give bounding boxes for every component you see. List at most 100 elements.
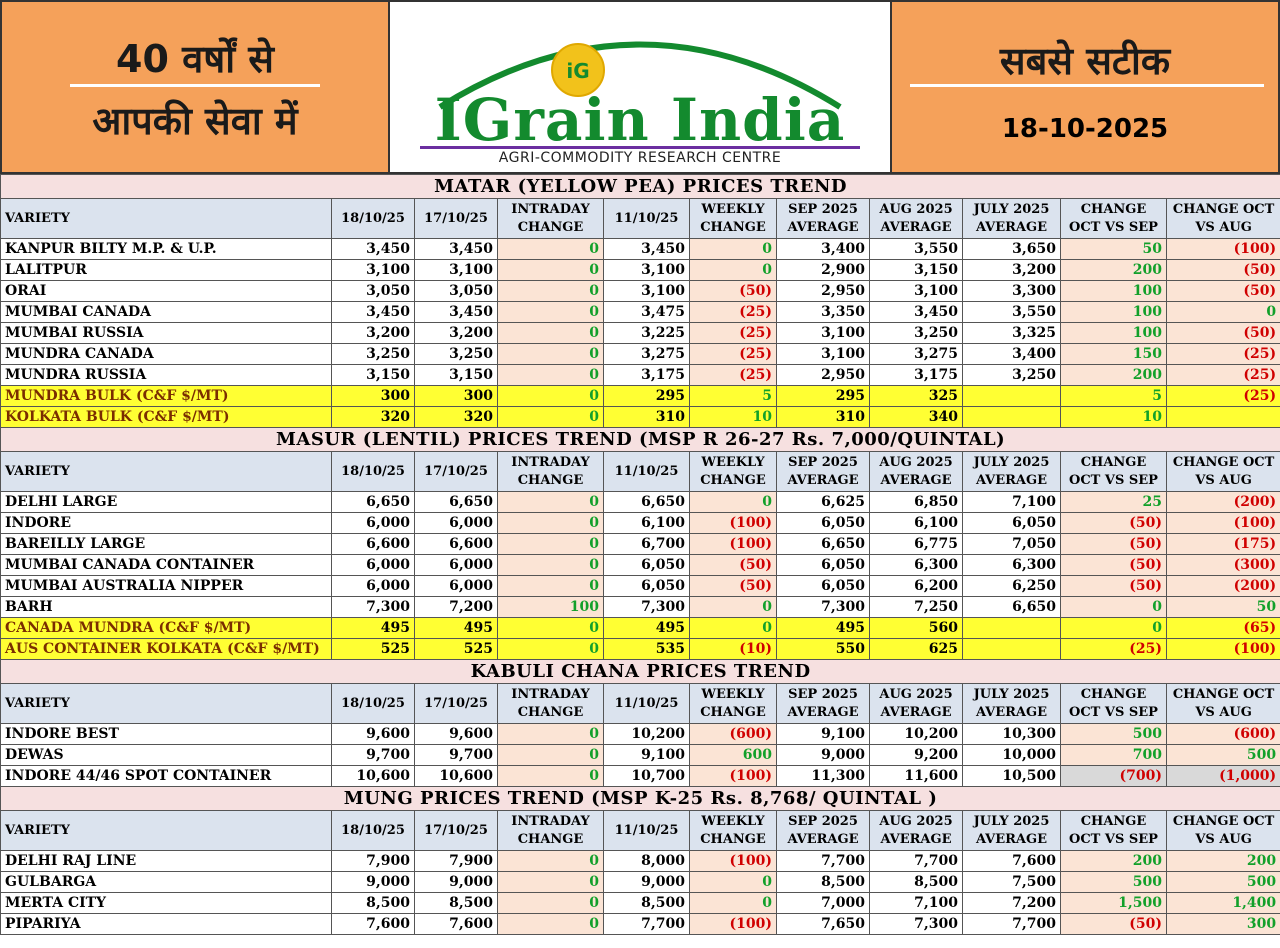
variety-cell: CANADA MUNDRA (C&F $/MT) xyxy=(0,617,332,639)
column-header: CHANGE OCT VS AUG xyxy=(1165,810,1280,851)
section-title-row: MATAR (YELLOW PEA) PRICES TREND xyxy=(0,174,1280,199)
price-cell: 150 xyxy=(1060,343,1167,365)
column-header-row: VARIETY 18/10/25 17/10/25 INTRADAY CHANGE 11… xyxy=(0,198,1280,239)
price-cell: (175) xyxy=(1165,533,1280,555)
price-cell xyxy=(962,638,1061,660)
price-cell: 3,150 xyxy=(331,364,415,386)
price-cell: 6,050 xyxy=(776,575,870,597)
price-cell: 0 xyxy=(497,533,604,555)
table-row: MUNDRA CANADA 3,250 3,250 0 3,275 (25) 3,100 3,… xyxy=(0,343,1280,365)
divider xyxy=(910,84,1264,87)
variety-cell: INDORE 44/46 SPOT CONTAINER xyxy=(0,765,332,787)
price-cell: 495 xyxy=(331,617,415,639)
price-cell: 6,600 xyxy=(414,533,498,555)
price-cell: 6,050 xyxy=(776,512,870,534)
price-cell: 0 xyxy=(689,596,777,618)
price-cell: 3,275 xyxy=(603,343,690,365)
price-cell: 3,250 xyxy=(962,364,1061,386)
price-cell: 0 xyxy=(497,406,604,428)
price-cell: 500 xyxy=(1060,871,1167,893)
price-cell: 0 xyxy=(1165,301,1280,323)
price-cell: 0 xyxy=(497,913,604,935)
price-cell: 10 xyxy=(689,406,777,428)
column-header: 18/10/25 xyxy=(331,683,415,724)
price-cell: 9,000 xyxy=(603,871,690,893)
price-cell: 3,250 xyxy=(869,322,963,344)
tagline-years: 40 वर्षों से xyxy=(116,37,274,81)
price-tables: MATAR (YELLOW PEA) PRICES TREND VARIETY 18… xyxy=(0,174,1280,935)
column-header: VARIETY xyxy=(0,683,332,724)
price-cell: 6,850 xyxy=(869,491,963,513)
price-cell: (600) xyxy=(1165,723,1280,745)
price-cell: 200 xyxy=(1060,364,1167,386)
price-cell: 3,475 xyxy=(603,301,690,323)
price-cell: 6,250 xyxy=(962,575,1061,597)
price-cell: 0 xyxy=(497,723,604,745)
price-cell: (65) xyxy=(1165,617,1280,639)
price-cell: 3,225 xyxy=(603,322,690,344)
price-cell: 3,150 xyxy=(869,259,963,281)
column-header: WEEKLY CHANGE xyxy=(689,810,777,851)
price-cell: (25) xyxy=(689,343,777,365)
price-cell: 0 xyxy=(497,301,604,323)
price-cell: (25) xyxy=(689,322,777,344)
price-cell: 6,050 xyxy=(962,512,1061,534)
price-cell: 10,200 xyxy=(869,723,963,745)
price-cell: 7,250 xyxy=(869,596,963,618)
column-header: CHANGE OCT VS AUG xyxy=(1165,683,1280,724)
price-cell: 6,100 xyxy=(603,512,690,534)
column-header: 11/10/25 xyxy=(603,810,690,851)
price-cell: 3,450 xyxy=(414,301,498,323)
variety-cell: BARH xyxy=(0,596,332,618)
price-cell: 6,050 xyxy=(603,575,690,597)
price-cell: 7,050 xyxy=(962,533,1061,555)
column-header: SEP 2025 AVERAGE xyxy=(776,451,870,492)
table-row: GULBARGA 9,000 9,000 0 9,000 0 8,500 8,500 7,500… xyxy=(0,871,1280,893)
section-title-row: KABULI CHANA PRICES TREND xyxy=(0,659,1280,684)
column-header: CHANGE OCT VS SEP xyxy=(1060,683,1167,724)
price-cell: 0 xyxy=(497,871,604,893)
price-cell: 0 xyxy=(497,575,604,597)
price-cell: 560 xyxy=(869,617,963,639)
price-cell: 3,200 xyxy=(414,322,498,344)
price-cell: (25) xyxy=(1060,638,1167,660)
price-cell: 3,250 xyxy=(414,343,498,365)
column-header-row: VARIETY 18/10/25 17/10/25 INTRADAY CHANGE 11… xyxy=(0,810,1280,851)
price-cell: 6,600 xyxy=(331,533,415,555)
price-cell: 9,600 xyxy=(414,723,498,745)
price-cell xyxy=(962,617,1061,639)
price-cell: (200) xyxy=(1165,491,1280,513)
price-cell: 8,500 xyxy=(869,871,963,893)
price-cell: 3,100 xyxy=(869,280,963,302)
price-cell: (25) xyxy=(1165,385,1280,407)
price-cell: 10,700 xyxy=(603,765,690,787)
column-header: VARIETY xyxy=(0,198,332,239)
price-cell: 7,300 xyxy=(869,913,963,935)
section-title: MASUR (LENTIL) PRICES TREND (MSP R 26-27… xyxy=(0,427,1280,452)
price-cell: 525 xyxy=(414,638,498,660)
price-cell: 8,500 xyxy=(331,892,415,914)
column-header: AUG 2025 AVERAGE xyxy=(869,451,963,492)
price-cell: 9,100 xyxy=(776,723,870,745)
column-header: AUG 2025 AVERAGE xyxy=(869,810,963,851)
price-cell: 0 xyxy=(1060,617,1167,639)
variety-cell: MUNDRA RUSSIA xyxy=(0,364,332,386)
price-cell: 295 xyxy=(776,385,870,407)
price-cell: 10,500 xyxy=(962,765,1061,787)
price-cell: 320 xyxy=(414,406,498,428)
price-cell: 320 xyxy=(331,406,415,428)
table-row: CANADA MUNDRA (C&F $/MT) 495 495 0 495 0 495 56… xyxy=(0,617,1280,639)
price-cell: 0 xyxy=(689,892,777,914)
price-cell: 0 xyxy=(497,280,604,302)
logo-subtitle: AGRI-COMMODITY RESEARCH CENTRE xyxy=(498,150,782,166)
price-cell: 7,100 xyxy=(962,491,1061,513)
column-header: CHANGE OCT VS AUG xyxy=(1165,451,1280,492)
price-cell: 3,100 xyxy=(603,259,690,281)
price-cell: 7,300 xyxy=(331,596,415,618)
price-cell: 3,100 xyxy=(603,280,690,302)
column-header: CHANGE OCT VS SEP xyxy=(1060,451,1167,492)
price-cell xyxy=(1165,406,1280,428)
price-cell: 3,150 xyxy=(414,364,498,386)
price-cell: 550 xyxy=(776,638,870,660)
price-cell: 0 xyxy=(1060,596,1167,618)
